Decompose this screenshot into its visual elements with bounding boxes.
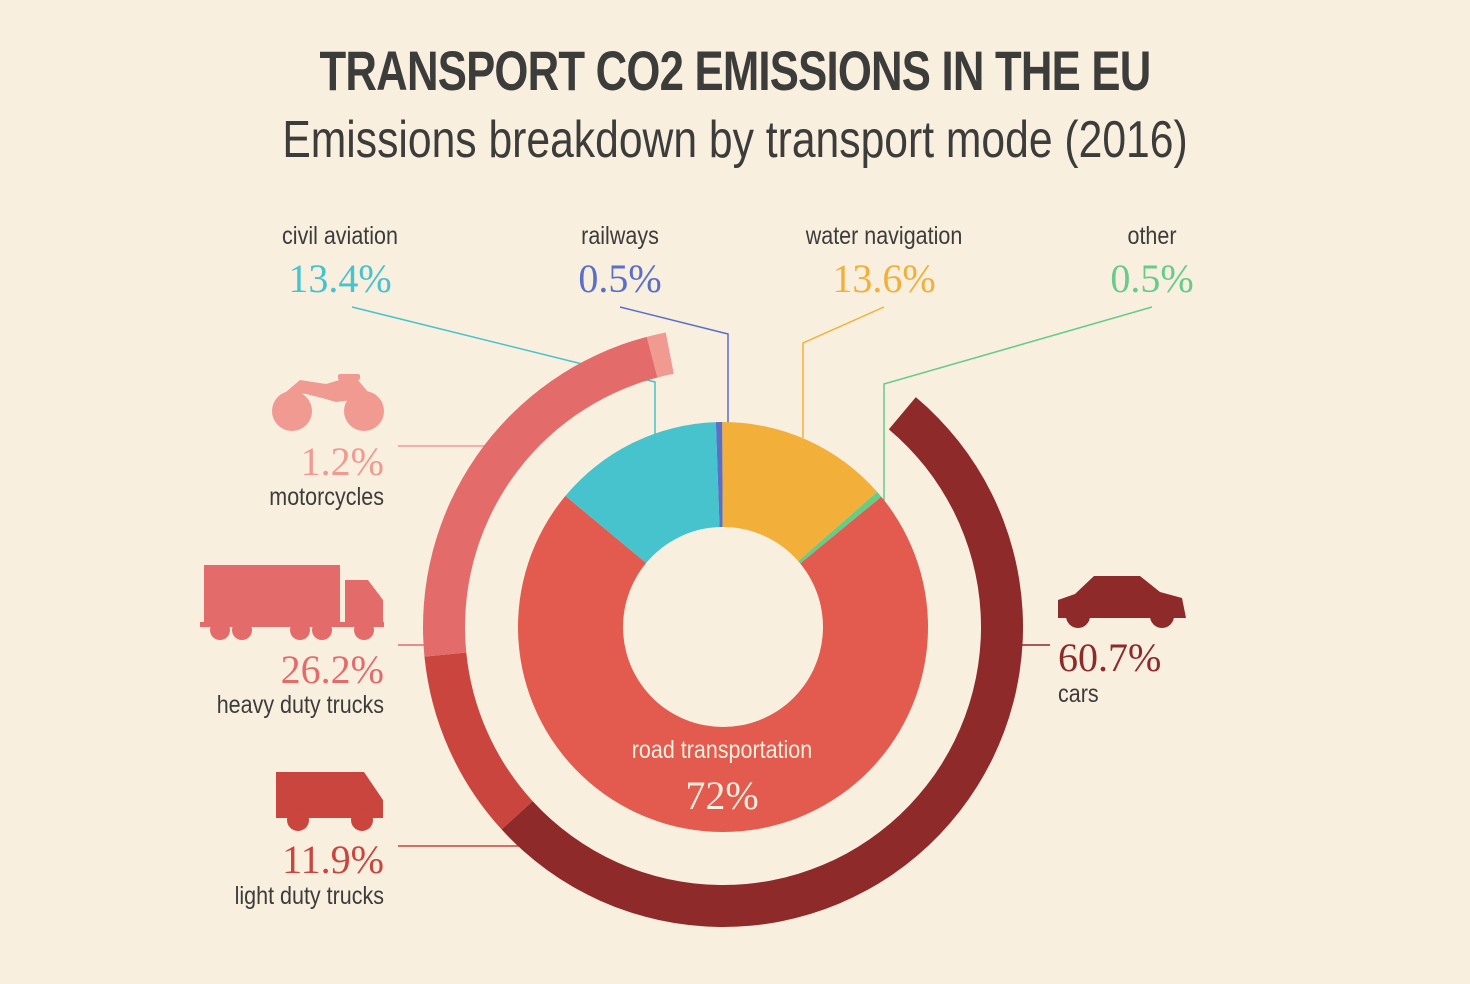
- label-heavy-duty-trucks: heavy duty trucks: [216, 691, 384, 719]
- value-motorcycles: 1.2%: [300, 439, 384, 484]
- value-road-transportation: 72%: [685, 773, 759, 818]
- label-railways: railways: [581, 222, 659, 250]
- label-road-transportation: road transportation: [631, 736, 813, 764]
- inner-donut: [518, 422, 928, 832]
- chart-subtitle: Emissions breakdown by transport mode (2…: [282, 111, 1188, 169]
- leader-line: [802, 306, 885, 438]
- value-water-navigation: 13.6%: [832, 256, 936, 301]
- label-cars: cars: [1058, 680, 1099, 708]
- road-breakdown-ring: [422, 332, 1024, 928]
- car-icon: [1058, 576, 1186, 628]
- leader-line: [351, 306, 656, 438]
- ring-heavy-duty-trucks: [422, 336, 658, 657]
- label-other: other: [1127, 222, 1177, 250]
- leader-line: [619, 306, 729, 424]
- truck-icon: [200, 565, 384, 640]
- motorcycle-icon: [272, 374, 384, 431]
- label-civil-aviation: civil aviation: [282, 222, 398, 250]
- value-other: 0.5%: [1110, 256, 1194, 301]
- label-motorcycles: motorcycles: [269, 483, 384, 511]
- slice-other: [798, 491, 882, 564]
- label-water-navigation: water navigation: [805, 222, 963, 250]
- value-heavy-duty-trucks: 26.2%: [280, 647, 384, 692]
- value-railways: 0.5%: [578, 256, 662, 301]
- value-cars: 60.7%: [1058, 635, 1162, 680]
- chart-title: TRANSPORT CO2 EMISSIONS IN THE EU: [319, 39, 1152, 102]
- leader-lines: [351, 306, 1153, 847]
- leader-line: [883, 306, 1153, 505]
- ring-motorcycles: [646, 332, 674, 378]
- ring-light-duty-trucks: [424, 652, 533, 830]
- value-light-duty-trucks: 11.9%: [282, 837, 384, 882]
- van-icon: [276, 772, 383, 831]
- slice-water-navigation: [722, 422, 878, 562]
- slice-civil-aviation: [565, 422, 720, 564]
- label-light-duty-trucks: light duty trucks: [234, 882, 384, 910]
- slice-railways: [715, 422, 723, 528]
- value-civil-aviation: 13.4%: [288, 256, 392, 301]
- slice-road-transportation: [518, 495, 928, 832]
- ring-cars: [501, 397, 1024, 928]
